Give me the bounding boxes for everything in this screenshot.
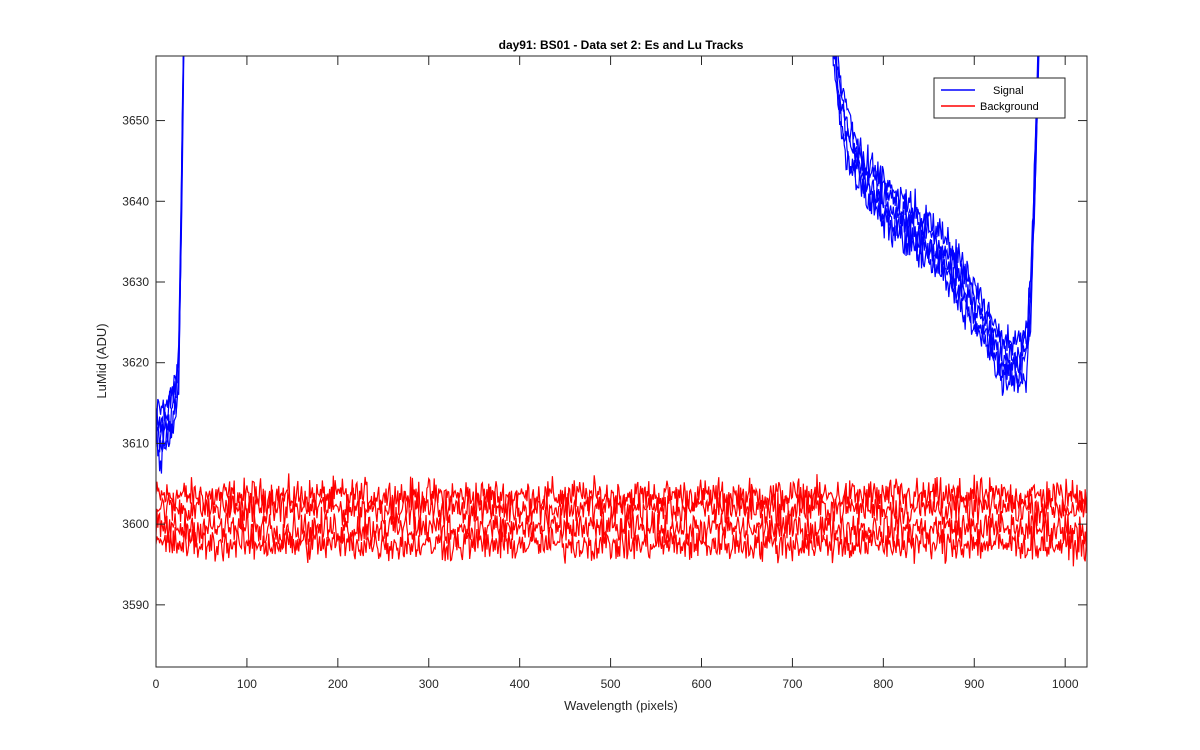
signal-trace-4-segment-1	[156, 56, 184, 434]
x-tick-label: 200	[328, 677, 348, 691]
y-tick-label: 3640	[122, 194, 149, 208]
y-tick-label: 3610	[122, 436, 149, 450]
x-tick-label: 300	[419, 677, 439, 691]
x-tick-label: 1000	[1052, 677, 1079, 691]
ticks-layer: 0 100 200 300 400 500 600 700 800 900 1000 3590 3600…	[122, 56, 1087, 691]
signal-trace-1-segment-2	[832, 56, 1040, 396]
y-tick-label: 3650	[122, 114, 149, 128]
signal-trace-5-segment-1	[156, 56, 184, 421]
x-tick-label: 0	[153, 677, 160, 691]
x-tick-label: 100	[237, 677, 257, 691]
legend-label-background: Background	[980, 101, 1039, 113]
x-tick-label: 400	[510, 677, 530, 691]
y-tick-label: 3630	[122, 275, 149, 289]
signal-trace-5-segment-2	[837, 56, 1039, 356]
x-tick-label: 700	[782, 677, 802, 691]
y-tick-label: 3600	[122, 517, 149, 531]
series-layer	[156, 56, 1087, 567]
x-tick-label: 800	[873, 677, 893, 691]
x-tick-label: 900	[964, 677, 984, 691]
x-axis-label: Wavelength (pixels)	[564, 698, 678, 713]
x-tick-label: 500	[601, 677, 621, 691]
legend-label-signal: Signal	[993, 85, 1024, 97]
axes-box	[155, 55, 1088, 668]
legend-box	[933, 77, 1066, 119]
background-trace-1	[156, 473, 1087, 520]
background-trace-4	[156, 521, 1087, 567]
y-axis-label: LuMid (ADU)	[94, 323, 109, 398]
y-tick-label: 3590	[122, 598, 149, 612]
chart-title: day91: BS01 - Data set 2: Es and Lu Trac…	[499, 38, 744, 52]
signal-trace-3-segment-2	[835, 56, 1040, 374]
signal-trace-2-segment-1	[156, 56, 185, 453]
signal-trace-3-segment-1	[156, 56, 185, 447]
x-tick-label: 600	[691, 677, 711, 691]
background-trace-2	[156, 486, 1087, 530]
y-tick-label: 3620	[122, 356, 149, 370]
legend[interactable]: Signal Background	[933, 77, 1066, 119]
